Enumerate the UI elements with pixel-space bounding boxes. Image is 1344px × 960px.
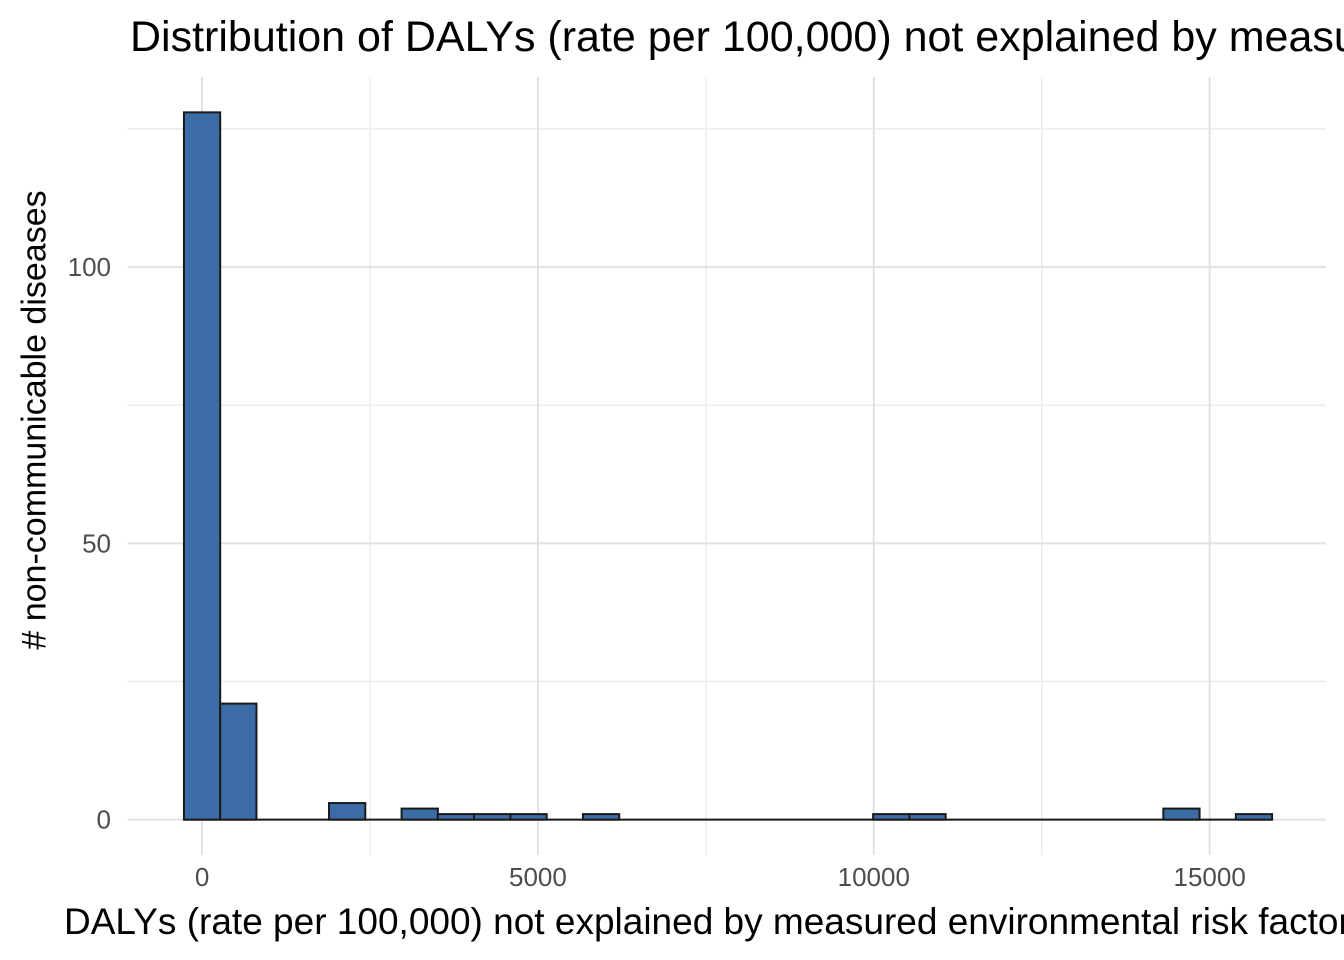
x-tick-label: 10000 [838, 862, 910, 892]
histogram-bar [1162, 807, 1201, 821]
x-axis-title: DALYs (rate per 100,000) not explained b… [64, 901, 1344, 942]
histogram-bar [436, 813, 476, 821]
histogram-bar [908, 813, 947, 821]
histogram-bar [182, 111, 222, 821]
x-tick-label: 5000 [509, 862, 567, 892]
y-tick-label: 0 [97, 805, 111, 835]
y-axis-title: # non-communicable diseases [15, 190, 54, 650]
chart-title: Distribution of DALYs (rate per 100,000)… [130, 13, 1344, 61]
x-tick-label: 0 [195, 862, 209, 892]
histogram-bar [509, 813, 548, 821]
y-tick-label: 50 [82, 528, 111, 558]
histogram-bar [872, 813, 911, 821]
histogram-bar [328, 802, 367, 821]
histogram-bar [1234, 813, 1274, 821]
y-tick-label: 100 [68, 252, 111, 282]
histogram-bar [219, 702, 258, 821]
x-tick-label: 15000 [1174, 862, 1246, 892]
histogram-bar [473, 813, 512, 821]
histogram-bar [400, 807, 439, 821]
histogram-bar [581, 813, 621, 821]
